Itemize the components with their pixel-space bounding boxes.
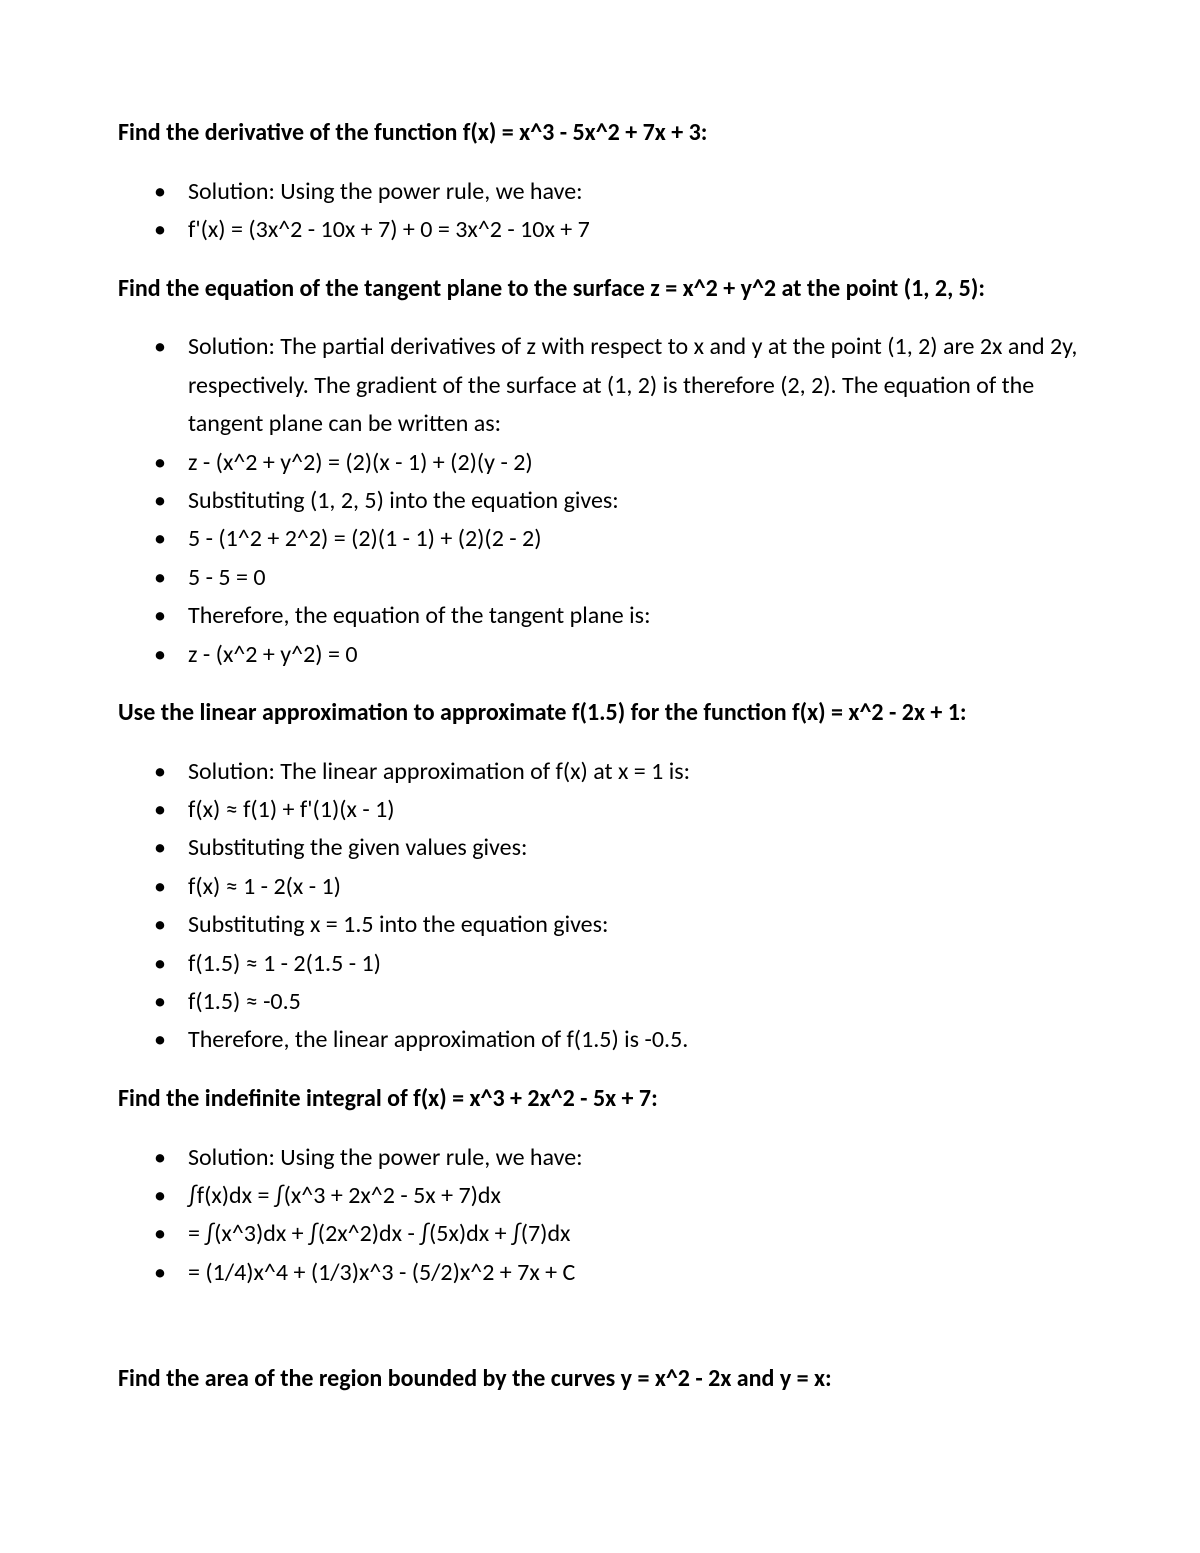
problem-heading-5: Find the area of the region bounded by t… (118, 1362, 1082, 1397)
list-item: z - (x^2 + y^2) = 0 (118, 636, 1082, 674)
list-item: Therefore, the linear approximation of f… (118, 1021, 1082, 1059)
list-item: f(1.5) ≈ -0.5 (118, 983, 1082, 1021)
bullet-list-1: Solution: Using the power rule, we have:… (118, 173, 1082, 250)
problem-heading-2: Find the equation of the tangent plane t… (118, 272, 1082, 307)
bullet-list-3: Solution: The linear approximation of f(… (118, 753, 1082, 1060)
problem-heading-1: Find the derivative of the function f(x)… (118, 116, 1082, 151)
list-item: f(x) ≈ f(1) + f'(1)(x - 1) (118, 791, 1082, 829)
problem-heading-3: Use the linear approximation to approxim… (118, 696, 1082, 731)
list-item: Solution: The partial derivatives of z w… (118, 328, 1082, 443)
bullet-list-4: Solution: Using the power rule, we have:… (118, 1139, 1082, 1293)
list-item: = (1/4)x^4 + (1/3)x^3 - (5/2)x^2 + 7x + … (118, 1254, 1082, 1292)
list-item: f'(x) = (3x^2 - 10x + 7) + 0 = 3x^2 - 10… (118, 211, 1082, 249)
list-item: Substituting the given values gives: (118, 829, 1082, 867)
list-item: Solution: The linear approximation of f(… (118, 753, 1082, 791)
problem-heading-4: Find the indefinite integral of f(x) = x… (118, 1082, 1082, 1117)
document-page: Find the derivative of the function f(x)… (0, 0, 1200, 1553)
list-item: Therefore, the equation of the tangent p… (118, 597, 1082, 635)
list-item: f(x) ≈ 1 - 2(x - 1) (118, 868, 1082, 906)
list-item: Substituting (1, 2, 5) into the equation… (118, 482, 1082, 520)
list-item: = ∫(x^3)dx + ∫(2x^2)dx - ∫(5x)dx + ∫(7)d… (118, 1215, 1082, 1253)
bullet-list-2: Solution: The partial derivatives of z w… (118, 328, 1082, 674)
list-item: Solution: Using the power rule, we have: (118, 1139, 1082, 1177)
list-item: f(1.5) ≈ 1 - 2(1.5 - 1) (118, 945, 1082, 983)
list-item: 5 - (1^2 + 2^2) = (2)(1 - 1) + (2)(2 - 2… (118, 520, 1082, 558)
list-item: ∫f(x)dx = ∫(x^3 + 2x^2 - 5x + 7)dx (118, 1177, 1082, 1215)
list-item: z - (x^2 + y^2) = (2)(x - 1) + (2)(y - 2… (118, 444, 1082, 482)
list-item: 5 - 5 = 0 (118, 559, 1082, 597)
list-item: Solution: Using the power rule, we have: (118, 173, 1082, 211)
list-item: Substituting x = 1.5 into the equation g… (118, 906, 1082, 944)
